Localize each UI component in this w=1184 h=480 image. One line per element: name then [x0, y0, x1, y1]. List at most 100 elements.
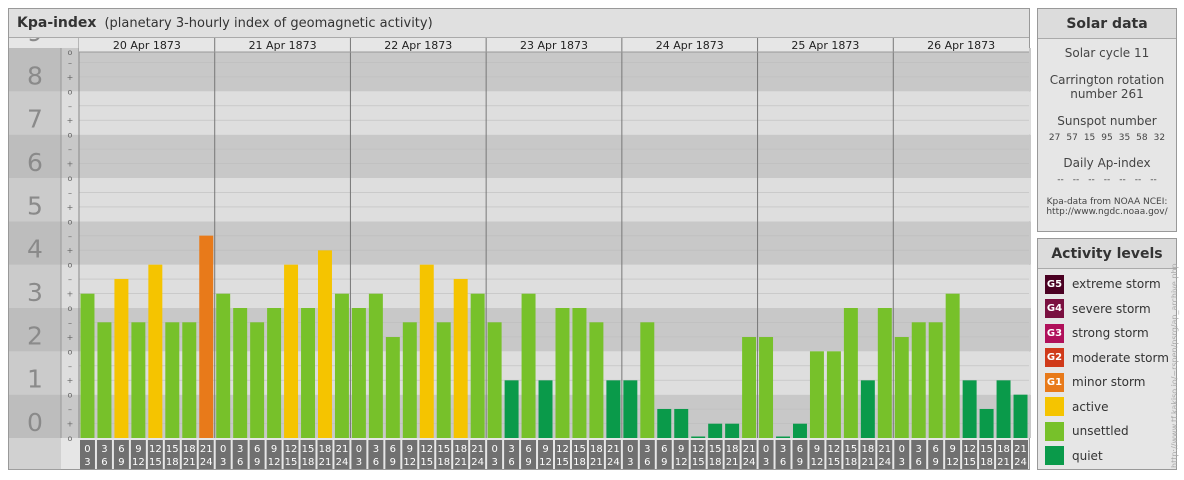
interval-end-label: 15 [556, 457, 569, 468]
interval-box [1013, 440, 1028, 469]
y-subtick-label: – [68, 362, 72, 371]
interval-box [317, 440, 333, 469]
kp-bar [606, 380, 621, 438]
kp-bar [623, 380, 638, 438]
interval-start-label: 18 [590, 444, 603, 455]
interval-end-label: 3 [356, 457, 362, 468]
kpa-chart-panel: Kpa-index (planetary 3-hourly index of ge… [8, 8, 1031, 470]
kp-band [9, 308, 1031, 352]
interval-end-label: 12 [539, 457, 552, 468]
kp-band [9, 264, 1031, 308]
kp-bar [640, 322, 655, 438]
kp-bar [945, 293, 960, 438]
interval-box [996, 440, 1012, 469]
y-subtick-label: – [68, 232, 72, 241]
y-subtick-label: + [67, 376, 74, 385]
y-subtick-label: + [67, 160, 74, 169]
ap-value: -- [1150, 175, 1157, 185]
legend-swatch: G1 [1045, 372, 1064, 392]
interval-box [588, 440, 604, 469]
interval-start-label: 15 [302, 444, 315, 455]
legend-label: extreme storm [1072, 277, 1161, 292]
interval-start-label: 0 [899, 444, 905, 455]
solar-cycle: Solar cycle 11 [1064, 46, 1150, 60]
y-subtick-label: – [68, 275, 72, 284]
interval-start-label: 0 [84, 444, 90, 455]
interval-start-label: 6 [933, 444, 939, 455]
legend-label: minor storm [1072, 375, 1146, 390]
activity-legend: G5 extreme storm G4 severe storm G3 strong … [1038, 269, 1176, 468]
interval-end-label: 18 [302, 457, 315, 468]
interval-start-label: 9 [814, 444, 820, 455]
kp-bar [708, 423, 723, 438]
interval-box [979, 440, 995, 469]
kp-bar [284, 264, 299, 438]
y-subtick-label: o [68, 87, 73, 96]
ap-value: -- [1072, 175, 1080, 185]
interval-end-label: 6 [373, 457, 379, 468]
interval-end-label: 12 [946, 457, 959, 468]
interval-start-label: 9 [407, 444, 413, 455]
legend-item: unsettled [1038, 419, 1176, 444]
interval-start-label: 9 [271, 444, 277, 455]
interval-box [470, 440, 486, 469]
interval-box [402, 440, 418, 469]
interval-box [860, 440, 876, 469]
interval-end-label: 24 [607, 457, 620, 468]
kp-bar [555, 308, 570, 438]
kp-bar [979, 408, 994, 438]
interval-start-label: 12 [420, 444, 433, 455]
interval-start-label: 15 [980, 444, 993, 455]
interval-end-label: 15 [420, 457, 433, 468]
interval-end-label: 24 [336, 457, 349, 468]
kp-bar [351, 308, 366, 438]
kp-bar [877, 308, 892, 438]
credit-text: http://www.tf.kakiso.io/~rspen/psrg/ap_a… [1170, 263, 1179, 468]
interval-start-label: 18 [997, 444, 1010, 455]
kp-bar [742, 337, 757, 438]
sunspot-value: 27 [1048, 133, 1061, 143]
interval-end-label: 24 [743, 457, 756, 468]
interval-start-label: 18 [726, 444, 739, 455]
interval-box [758, 440, 774, 469]
interval-start-label: 6 [797, 444, 803, 455]
source-line2: http://www.ngdc.noaa.gov/ [1046, 207, 1168, 217]
interval-box [419, 440, 435, 469]
legend-swatch [1045, 421, 1064, 441]
kp-bar [436, 322, 451, 438]
chart-subtitle: (planetary 3-hourly index of geomagnetic… [104, 16, 433, 31]
legend-label: unsettled [1072, 424, 1129, 439]
interval-box [198, 440, 214, 469]
interval-end-label: 9 [661, 457, 667, 468]
legend-item: G2 moderate storm [1038, 346, 1176, 371]
interval-start-label: 15 [709, 444, 722, 455]
interval-start-label: 0 [356, 444, 362, 455]
y-tick-label: 9 [27, 38, 43, 47]
interval-end-label: 9 [118, 457, 124, 468]
interval-box [181, 440, 197, 469]
sunspot-value: 95 [1101, 133, 1113, 143]
interval-start-label: 21 [878, 444, 891, 455]
kp-bar [589, 322, 604, 438]
interval-box [249, 440, 265, 469]
interval-end-label: 24 [200, 457, 213, 468]
interval-box [656, 440, 672, 469]
kp-bar [182, 322, 197, 438]
interval-start-label: 15 [845, 444, 858, 455]
interval-start-label: 3 [237, 444, 243, 455]
interval-end-label: 18 [709, 457, 722, 468]
y-subtick-label: – [68, 318, 72, 327]
kp-bar [453, 278, 468, 438]
kp-bar [911, 322, 926, 438]
interval-box [521, 440, 537, 469]
interval-end-label: 6 [780, 457, 786, 468]
interval-start-label: 18 [319, 444, 332, 455]
interval-start-label: 9 [135, 444, 141, 455]
interval-start-label: 6 [118, 444, 124, 455]
interval-start-label: 12 [963, 444, 976, 455]
interval-box [80, 440, 95, 469]
source-line1: Kpa-data from NOAA NCEI: [1046, 197, 1168, 207]
y-subtick-label: o [68, 304, 73, 313]
interval-end-label: 9 [254, 457, 260, 468]
kp-band [9, 221, 1031, 265]
